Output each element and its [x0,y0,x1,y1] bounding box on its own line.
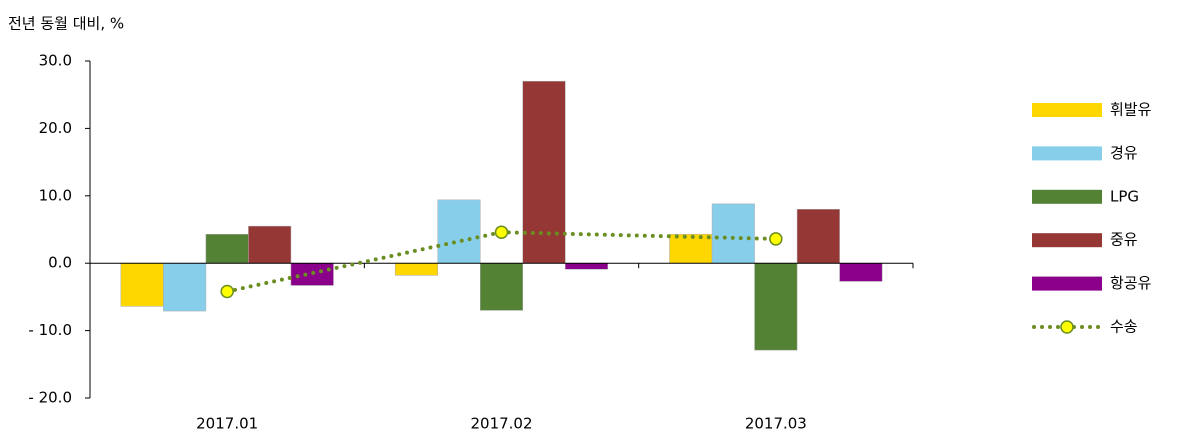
bar [669,233,713,264]
bar [163,262,207,312]
legend-swatch [1032,276,1102,291]
y-tick-label: 10.0 [39,186,72,204]
bar [522,80,566,264]
legend-label: 경유 [1110,144,1138,162]
legend-label: 중유 [1110,231,1138,249]
y-tick-label: 0.0 [48,254,72,272]
legend-swatch [1060,320,1074,334]
bar [437,199,481,264]
legend-swatch [1032,146,1102,161]
x-tick-label: 2017.02 [470,415,532,433]
bar [839,262,883,282]
bar [565,262,609,270]
bar [754,262,798,351]
x-tick-label: 2017.03 [745,415,807,433]
legend-swatch [1032,189,1102,204]
bar [120,262,164,307]
bar [711,203,755,264]
line-marker [494,225,509,239]
y-tick-label: 30.0 [39,52,72,70]
line-marker [220,284,234,299]
line-marker [769,232,783,246]
legend-label: 휘발유 [1110,101,1152,119]
bar [248,225,292,264]
chart-title: 전년 동월 대비, % [8,15,124,33]
bar [796,209,840,264]
legend-swatch [1032,103,1102,117]
y-tick-label: - 20.0 [28,389,72,407]
bar [394,262,438,276]
bar [479,262,524,311]
legend-label: 항공유 [1110,274,1152,292]
x-tick-label: 2017.01 [196,415,258,433]
legend-swatch [1032,233,1102,248]
bar [205,233,249,264]
legend-label: 수송 [1110,318,1138,336]
legend-label: LPG [1110,187,1139,205]
y-tick-label: - 10.0 [28,321,72,339]
y-tick-label: 20.0 [39,119,72,137]
